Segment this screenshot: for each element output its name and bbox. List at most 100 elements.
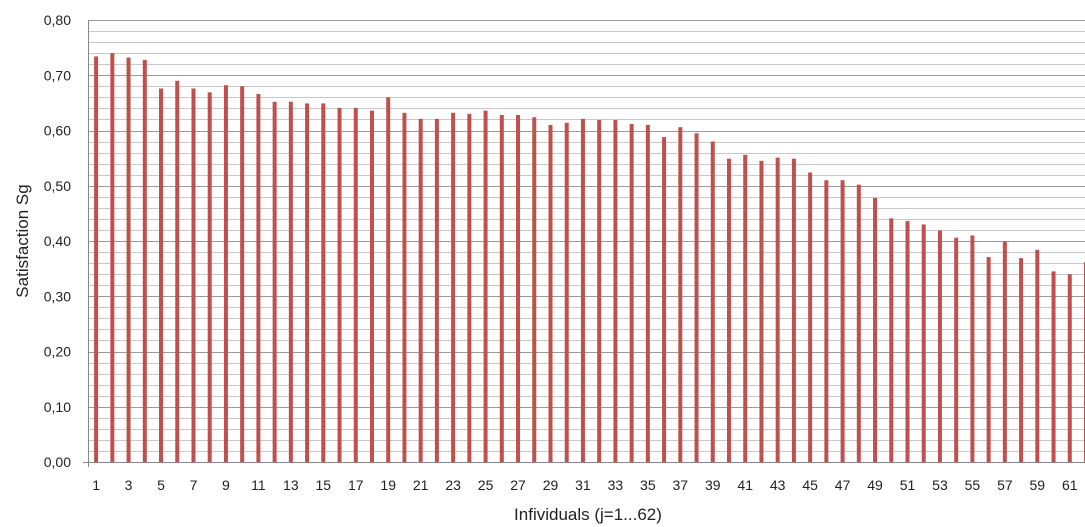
bar	[1019, 258, 1024, 462]
x-axis-title: Infividuals (j=1...62)	[514, 505, 662, 524]
bar	[678, 127, 683, 462]
bar	[386, 97, 391, 462]
bar	[337, 107, 342, 462]
x-tick-label: 5	[157, 477, 165, 493]
bar	[321, 103, 326, 463]
y-tick-label: 0,50	[44, 178, 71, 194]
bar	[759, 160, 764, 462]
x-tick-label: 19	[380, 477, 396, 493]
y-tick-label: 0,70	[44, 67, 71, 83]
x-tick-label: 47	[835, 477, 851, 493]
bar	[905, 221, 910, 462]
bar	[126, 57, 131, 462]
bar	[1067, 274, 1072, 462]
x-tick-label: 45	[802, 477, 818, 493]
bar	[288, 101, 293, 463]
bar	[1051, 271, 1056, 462]
bar	[824, 180, 829, 463]
bar	[353, 107, 358, 462]
bar	[954, 237, 959, 462]
x-tick-label: 13	[283, 477, 299, 493]
bar	[645, 124, 650, 462]
gridlines	[88, 20, 1085, 452]
x-tick-label: 25	[478, 477, 494, 493]
bar	[808, 172, 813, 463]
bar	[986, 257, 991, 462]
bar	[483, 110, 488, 463]
bar	[175, 80, 180, 462]
y-tick-label: 0,80	[44, 12, 71, 28]
bar	[434, 118, 439, 463]
bar	[532, 117, 537, 463]
bar	[516, 115, 521, 462]
bar	[775, 157, 780, 462]
x-tick-label: 35	[640, 477, 656, 493]
bar	[110, 53, 115, 463]
bar	[207, 92, 212, 462]
bar	[791, 158, 796, 462]
bar	[937, 230, 942, 462]
x-tick-label: 53	[932, 477, 948, 493]
x-tick-label: 39	[705, 477, 721, 493]
x-tick-label: 9	[222, 477, 230, 493]
bar	[597, 120, 602, 462]
y-axis-title: Satisfaction Sg	[13, 184, 32, 297]
x-tick-label: 17	[348, 477, 364, 493]
bar	[256, 94, 261, 462]
x-tick-label: 7	[190, 477, 198, 493]
bar	[580, 118, 585, 463]
bars	[94, 53, 1085, 463]
bar	[191, 88, 196, 462]
bar	[272, 101, 277, 463]
bar	[369, 110, 374, 463]
bar	[1002, 241, 1007, 462]
x-tick-label: 41	[737, 477, 753, 493]
x-tick-label: 23	[445, 477, 461, 493]
x-tick-label: 11	[251, 477, 266, 493]
bar	[451, 112, 456, 462]
x-tick-label: 59	[1030, 477, 1046, 493]
x-tick-label: 51	[900, 477, 916, 493]
x-tick-label: 21	[413, 477, 429, 493]
bar	[840, 180, 845, 463]
bar	[159, 88, 164, 462]
bar	[921, 224, 926, 462]
bar	[743, 154, 748, 462]
bar	[548, 124, 553, 462]
x-tick-label: 3	[125, 477, 133, 493]
bar	[970, 235, 975, 462]
bar	[694, 133, 699, 462]
x-tick-label: 37	[673, 477, 689, 493]
bar	[418, 118, 423, 463]
y-tick-label: 0,40	[44, 233, 71, 249]
bar	[240, 86, 245, 463]
x-tick-label: 57	[997, 477, 1013, 493]
bar	[223, 85, 228, 462]
y-tick-label: 0,20	[44, 344, 71, 360]
bar	[873, 197, 878, 462]
bar	[467, 113, 472, 463]
y-axis-tick-labels: 0,00 0,10 0,20 0,30 0,40 0,50 0,60 0,70 0,80	[44, 12, 71, 470]
x-axis-tick-labels: 1 3 5 7 9 11 13 15 17 19 21 23 25 27 29 31 33 35 37 39 41 43 4…	[92, 477, 1078, 493]
bar	[629, 123, 634, 463]
x-tick-label: 27	[510, 477, 526, 493]
y-tick-label: 0,60	[44, 123, 71, 139]
bar	[726, 158, 731, 462]
y-tick-label: 0,30	[44, 288, 71, 304]
x-tick-label: 55	[965, 477, 981, 493]
bar	[142, 59, 147, 462]
bar	[889, 218, 894, 462]
x-tick-label: 29	[543, 477, 559, 493]
x-tick-label: 33	[608, 477, 624, 493]
bar	[856, 184, 861, 462]
bar	[564, 122, 569, 463]
bar	[402, 112, 407, 462]
bar	[305, 103, 310, 463]
x-tick-label: 61	[1062, 477, 1078, 493]
bar	[662, 137, 667, 462]
x-tick-label: 1	[92, 477, 100, 493]
x-tick-label: 15	[316, 477, 332, 493]
bar	[1035, 249, 1040, 462]
bar	[710, 141, 715, 463]
